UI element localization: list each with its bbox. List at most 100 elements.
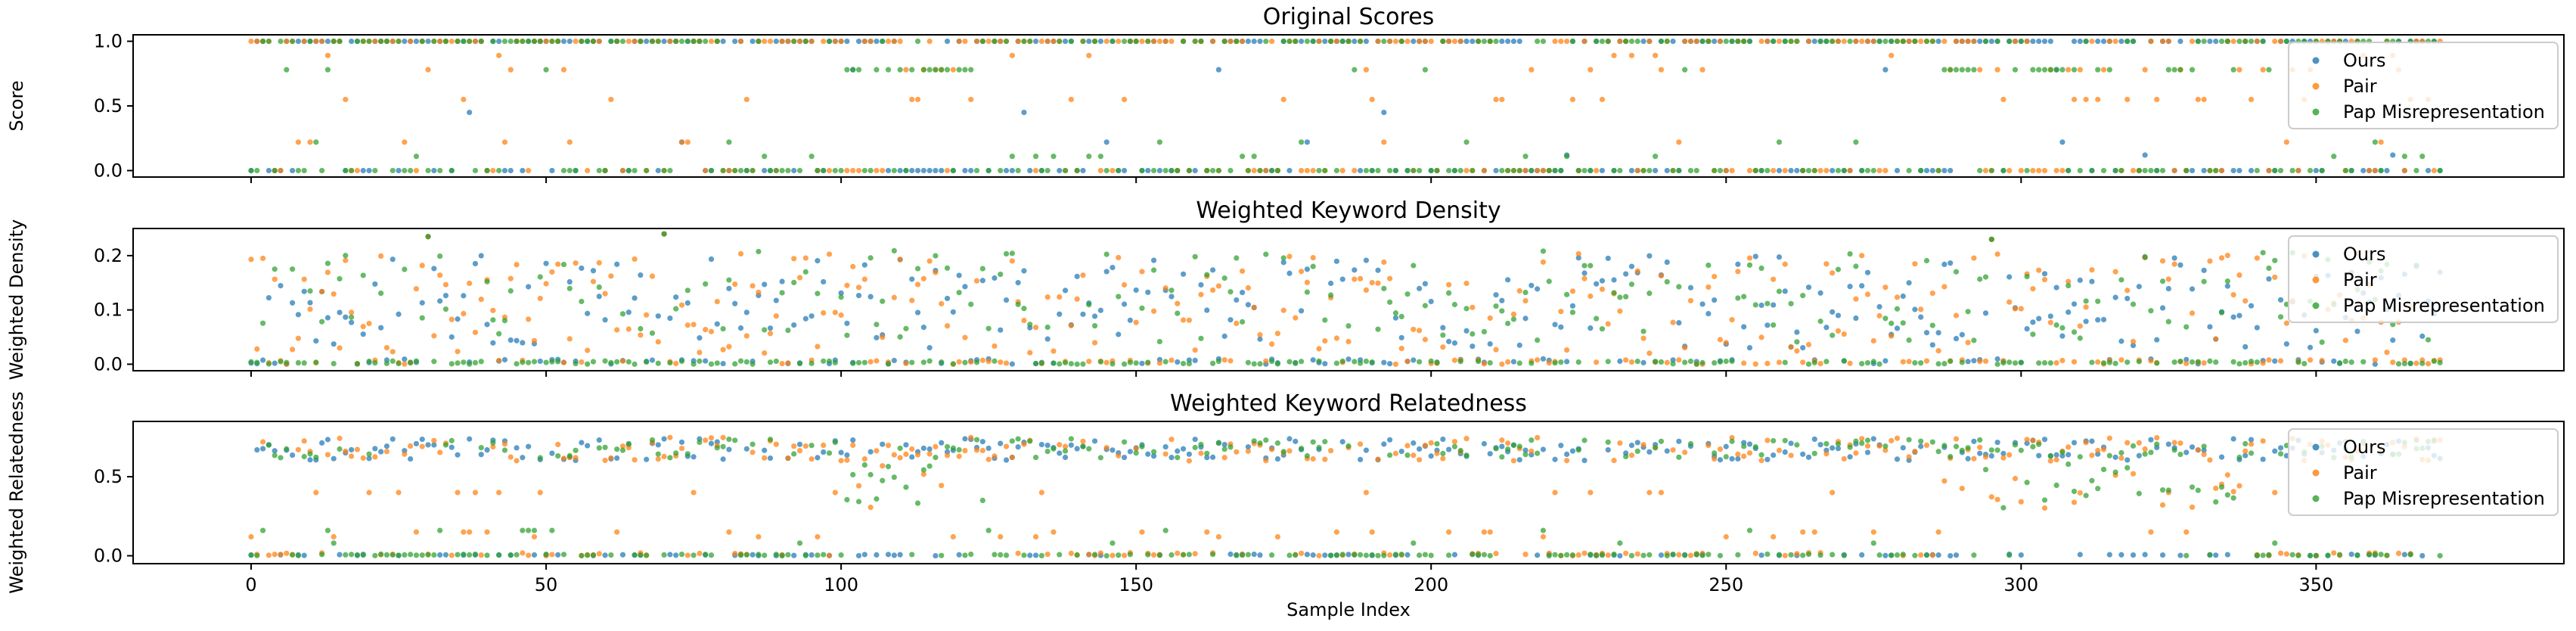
data-point xyxy=(343,314,349,320)
data-point xyxy=(1239,154,1246,160)
data-point xyxy=(678,439,685,446)
data-point xyxy=(1723,38,1729,45)
data-point xyxy=(779,360,785,367)
data-point xyxy=(560,67,567,73)
data-point xyxy=(861,276,867,282)
data-point xyxy=(1746,38,1753,45)
data-point xyxy=(2207,167,2213,174)
data-point xyxy=(2260,38,2266,45)
data-point xyxy=(372,38,378,45)
data-point xyxy=(455,452,461,458)
data-point xyxy=(1516,457,1522,463)
data-point xyxy=(1286,448,1293,454)
data-point xyxy=(1493,303,1499,309)
data-point xyxy=(331,540,337,546)
data-point xyxy=(1068,322,1074,328)
data-point xyxy=(1352,359,1358,365)
data-point xyxy=(1746,255,1753,261)
data-point xyxy=(2242,298,2249,304)
data-point xyxy=(667,38,673,45)
data-point xyxy=(708,435,715,441)
data-point xyxy=(2077,335,2083,341)
data-point xyxy=(1982,454,1989,460)
data-point xyxy=(1032,454,1039,461)
data-point xyxy=(1705,443,1712,449)
data-point xyxy=(1959,67,1965,73)
data-point xyxy=(1440,450,1446,457)
data-point xyxy=(1457,38,1463,45)
data-point xyxy=(826,251,833,257)
data-point xyxy=(1192,347,1198,353)
data-point xyxy=(1156,139,1162,145)
data-point xyxy=(1971,438,1977,444)
data-point xyxy=(402,361,408,367)
data-point xyxy=(1776,552,1783,558)
data-point xyxy=(2248,450,2255,456)
data-point xyxy=(1097,359,1103,365)
data-point xyxy=(2195,487,2201,493)
data-point xyxy=(1245,284,1251,291)
data-point xyxy=(1558,167,1564,174)
data-point xyxy=(1912,360,1918,366)
data-point xyxy=(1162,285,1169,291)
data-point xyxy=(979,38,985,45)
data-point xyxy=(2207,324,2213,330)
data-point xyxy=(691,454,697,460)
data-point xyxy=(697,439,703,446)
data-point xyxy=(2307,344,2314,350)
data-point xyxy=(1859,253,1865,259)
data-point xyxy=(2242,440,2249,447)
data-point xyxy=(461,359,467,365)
data-point xyxy=(762,455,768,461)
data-point xyxy=(1953,436,1960,442)
data-point xyxy=(1712,360,1718,366)
data-point xyxy=(2041,437,2048,443)
data-point xyxy=(496,357,502,364)
data-point xyxy=(1175,550,1181,556)
data-point xyxy=(844,332,850,338)
data-point xyxy=(313,338,319,344)
data-point xyxy=(832,38,838,45)
data-point xyxy=(2030,286,2036,292)
data-point xyxy=(891,247,897,254)
data-point xyxy=(1617,38,1623,45)
data-point xyxy=(2183,167,2190,174)
data-point xyxy=(585,38,591,45)
data-point xyxy=(478,38,484,45)
data-point xyxy=(1003,167,1010,174)
data-point xyxy=(791,443,797,449)
data-point xyxy=(661,167,667,174)
data-point xyxy=(1121,454,1128,461)
data-point xyxy=(1876,167,1882,174)
data-point xyxy=(520,167,526,174)
data-point xyxy=(461,38,467,45)
data-point xyxy=(1298,359,1305,365)
data-point xyxy=(2000,455,2006,461)
data-point xyxy=(1139,38,1145,45)
data-point xyxy=(1535,286,1541,292)
data-point xyxy=(390,358,396,364)
data-point xyxy=(1670,319,1676,325)
data-point xyxy=(1304,167,1310,174)
data-point xyxy=(874,322,880,328)
data-point xyxy=(1268,359,1275,365)
data-point xyxy=(2230,489,2236,495)
data-point xyxy=(785,167,791,174)
data-point xyxy=(1959,331,1965,337)
data-point xyxy=(920,467,926,473)
data-point xyxy=(644,359,650,365)
data-point xyxy=(1994,496,2000,502)
data-point xyxy=(891,294,897,300)
data-point xyxy=(1446,529,1452,535)
data-point xyxy=(549,527,555,533)
data-point xyxy=(602,444,608,450)
data-point xyxy=(1510,167,1517,174)
data-point xyxy=(1988,452,1994,459)
data-point xyxy=(1741,324,1747,330)
data-point xyxy=(413,440,420,447)
data-point xyxy=(313,454,319,460)
data-point xyxy=(2407,552,2413,558)
data-point xyxy=(1051,38,1057,45)
data-point xyxy=(2130,471,2137,477)
data-point xyxy=(1788,440,1794,446)
